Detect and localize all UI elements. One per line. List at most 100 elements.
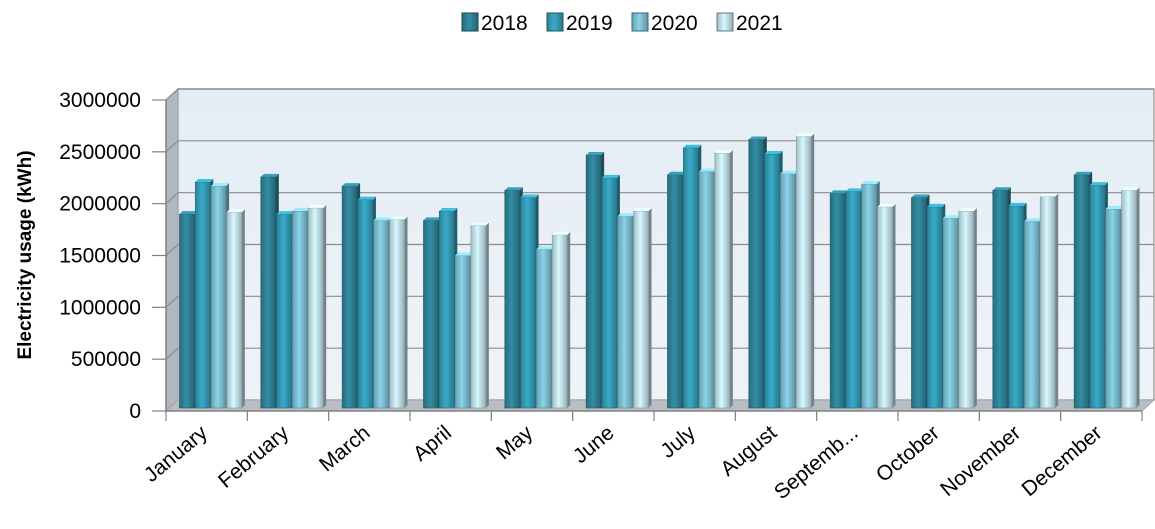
bar-front <box>1105 208 1122 409</box>
bar-top <box>633 208 652 212</box>
bar <box>226 209 245 409</box>
bar-top <box>1040 193 1059 197</box>
bar <box>633 208 652 409</box>
bar-top <box>520 194 539 198</box>
bar-top <box>586 152 605 156</box>
bar-front <box>179 213 195 409</box>
bar <box>795 133 815 409</box>
bar-front <box>667 174 683 409</box>
bar <box>698 168 718 409</box>
bar-top <box>1089 182 1108 186</box>
bar-front <box>260 176 277 409</box>
bar-front <box>958 210 975 409</box>
bar-side <box>811 133 815 409</box>
bar-top <box>1008 202 1027 206</box>
bar-front <box>341 185 358 409</box>
bar-front <box>373 220 390 409</box>
bar <box>1121 187 1140 409</box>
legend-item: 2019 <box>546 12 613 35</box>
bar-front <box>210 185 227 409</box>
bar <box>307 204 327 409</box>
bar-front <box>194 181 211 409</box>
bar <box>926 203 946 409</box>
legend-item: 2018 <box>461 12 528 35</box>
legend-label: 2021 <box>736 12 783 35</box>
bar <box>585 152 605 409</box>
bar-front <box>1073 174 1090 409</box>
bar <box>504 187 523 409</box>
bar <box>764 151 783 409</box>
bar-front <box>1039 196 1056 409</box>
x-tick-label: February <box>214 421 294 493</box>
bar-top <box>1024 218 1043 222</box>
bar-top <box>423 217 442 221</box>
gridlines <box>165 88 1154 360</box>
bar <box>780 170 799 409</box>
x-tick-label: November <box>936 421 1025 501</box>
x-tick-label: July <box>656 421 700 463</box>
bar-front <box>714 152 731 409</box>
bar-top <box>536 246 555 250</box>
x-tick-label: May <box>492 421 538 464</box>
bar <box>551 231 571 409</box>
bar-side <box>1055 193 1059 408</box>
bar-front <box>698 171 715 409</box>
bar-front <box>1008 205 1024 409</box>
x-tick-label: June <box>569 421 619 468</box>
bar-top <box>439 208 458 212</box>
x-tick-label: December <box>1018 421 1107 501</box>
bar <box>470 222 489 409</box>
bar <box>682 144 702 409</box>
bar <box>829 190 849 409</box>
x-tick-labels: January February March April May June July Augu… <box>140 421 1107 504</box>
bar-front <box>423 220 439 409</box>
bar-top <box>1121 187 1140 191</box>
bar <box>911 194 930 409</box>
bar-front <box>764 153 780 409</box>
bar <box>357 196 376 409</box>
bar-front <box>911 197 927 409</box>
bar-top <box>764 151 783 155</box>
legend-item: 2021 <box>716 12 783 35</box>
bar <box>341 183 361 409</box>
bar-front <box>226 211 243 409</box>
gridline-diag <box>165 88 179 101</box>
bar-front <box>617 215 634 409</box>
bar <box>714 149 733 409</box>
bar <box>389 216 408 409</box>
bar <box>877 203 896 409</box>
bar-side <box>567 231 571 408</box>
bar-front <box>585 154 602 409</box>
gridline-diag <box>165 295 179 308</box>
bar-front <box>470 225 487 409</box>
bar-top <box>342 183 361 187</box>
gridline-diag <box>165 140 179 153</box>
bar-front <box>1089 184 1106 409</box>
bar-top <box>357 196 376 200</box>
bar-top <box>179 211 198 215</box>
bar-top <box>389 216 408 220</box>
bar <box>845 188 864 409</box>
bar <box>194 179 214 409</box>
legend-swatch <box>631 12 649 32</box>
bar <box>1008 202 1027 409</box>
bar-front <box>551 234 568 409</box>
bar-front <box>682 147 699 409</box>
bar-top <box>211 183 230 187</box>
bar <box>1105 205 1124 409</box>
bar <box>667 171 686 409</box>
bar <box>1073 171 1093 409</box>
bar <box>992 187 1011 409</box>
bar <box>861 181 880 409</box>
bar-front <box>845 191 862 409</box>
x-tick-label: March <box>315 421 374 476</box>
y-tick-label: 0 <box>129 400 141 423</box>
bar-front <box>276 213 292 409</box>
bar <box>423 217 442 409</box>
bar-side <box>241 209 245 408</box>
legend-swatch <box>546 12 564 32</box>
bar-top <box>226 209 245 213</box>
bar <box>601 174 620 409</box>
